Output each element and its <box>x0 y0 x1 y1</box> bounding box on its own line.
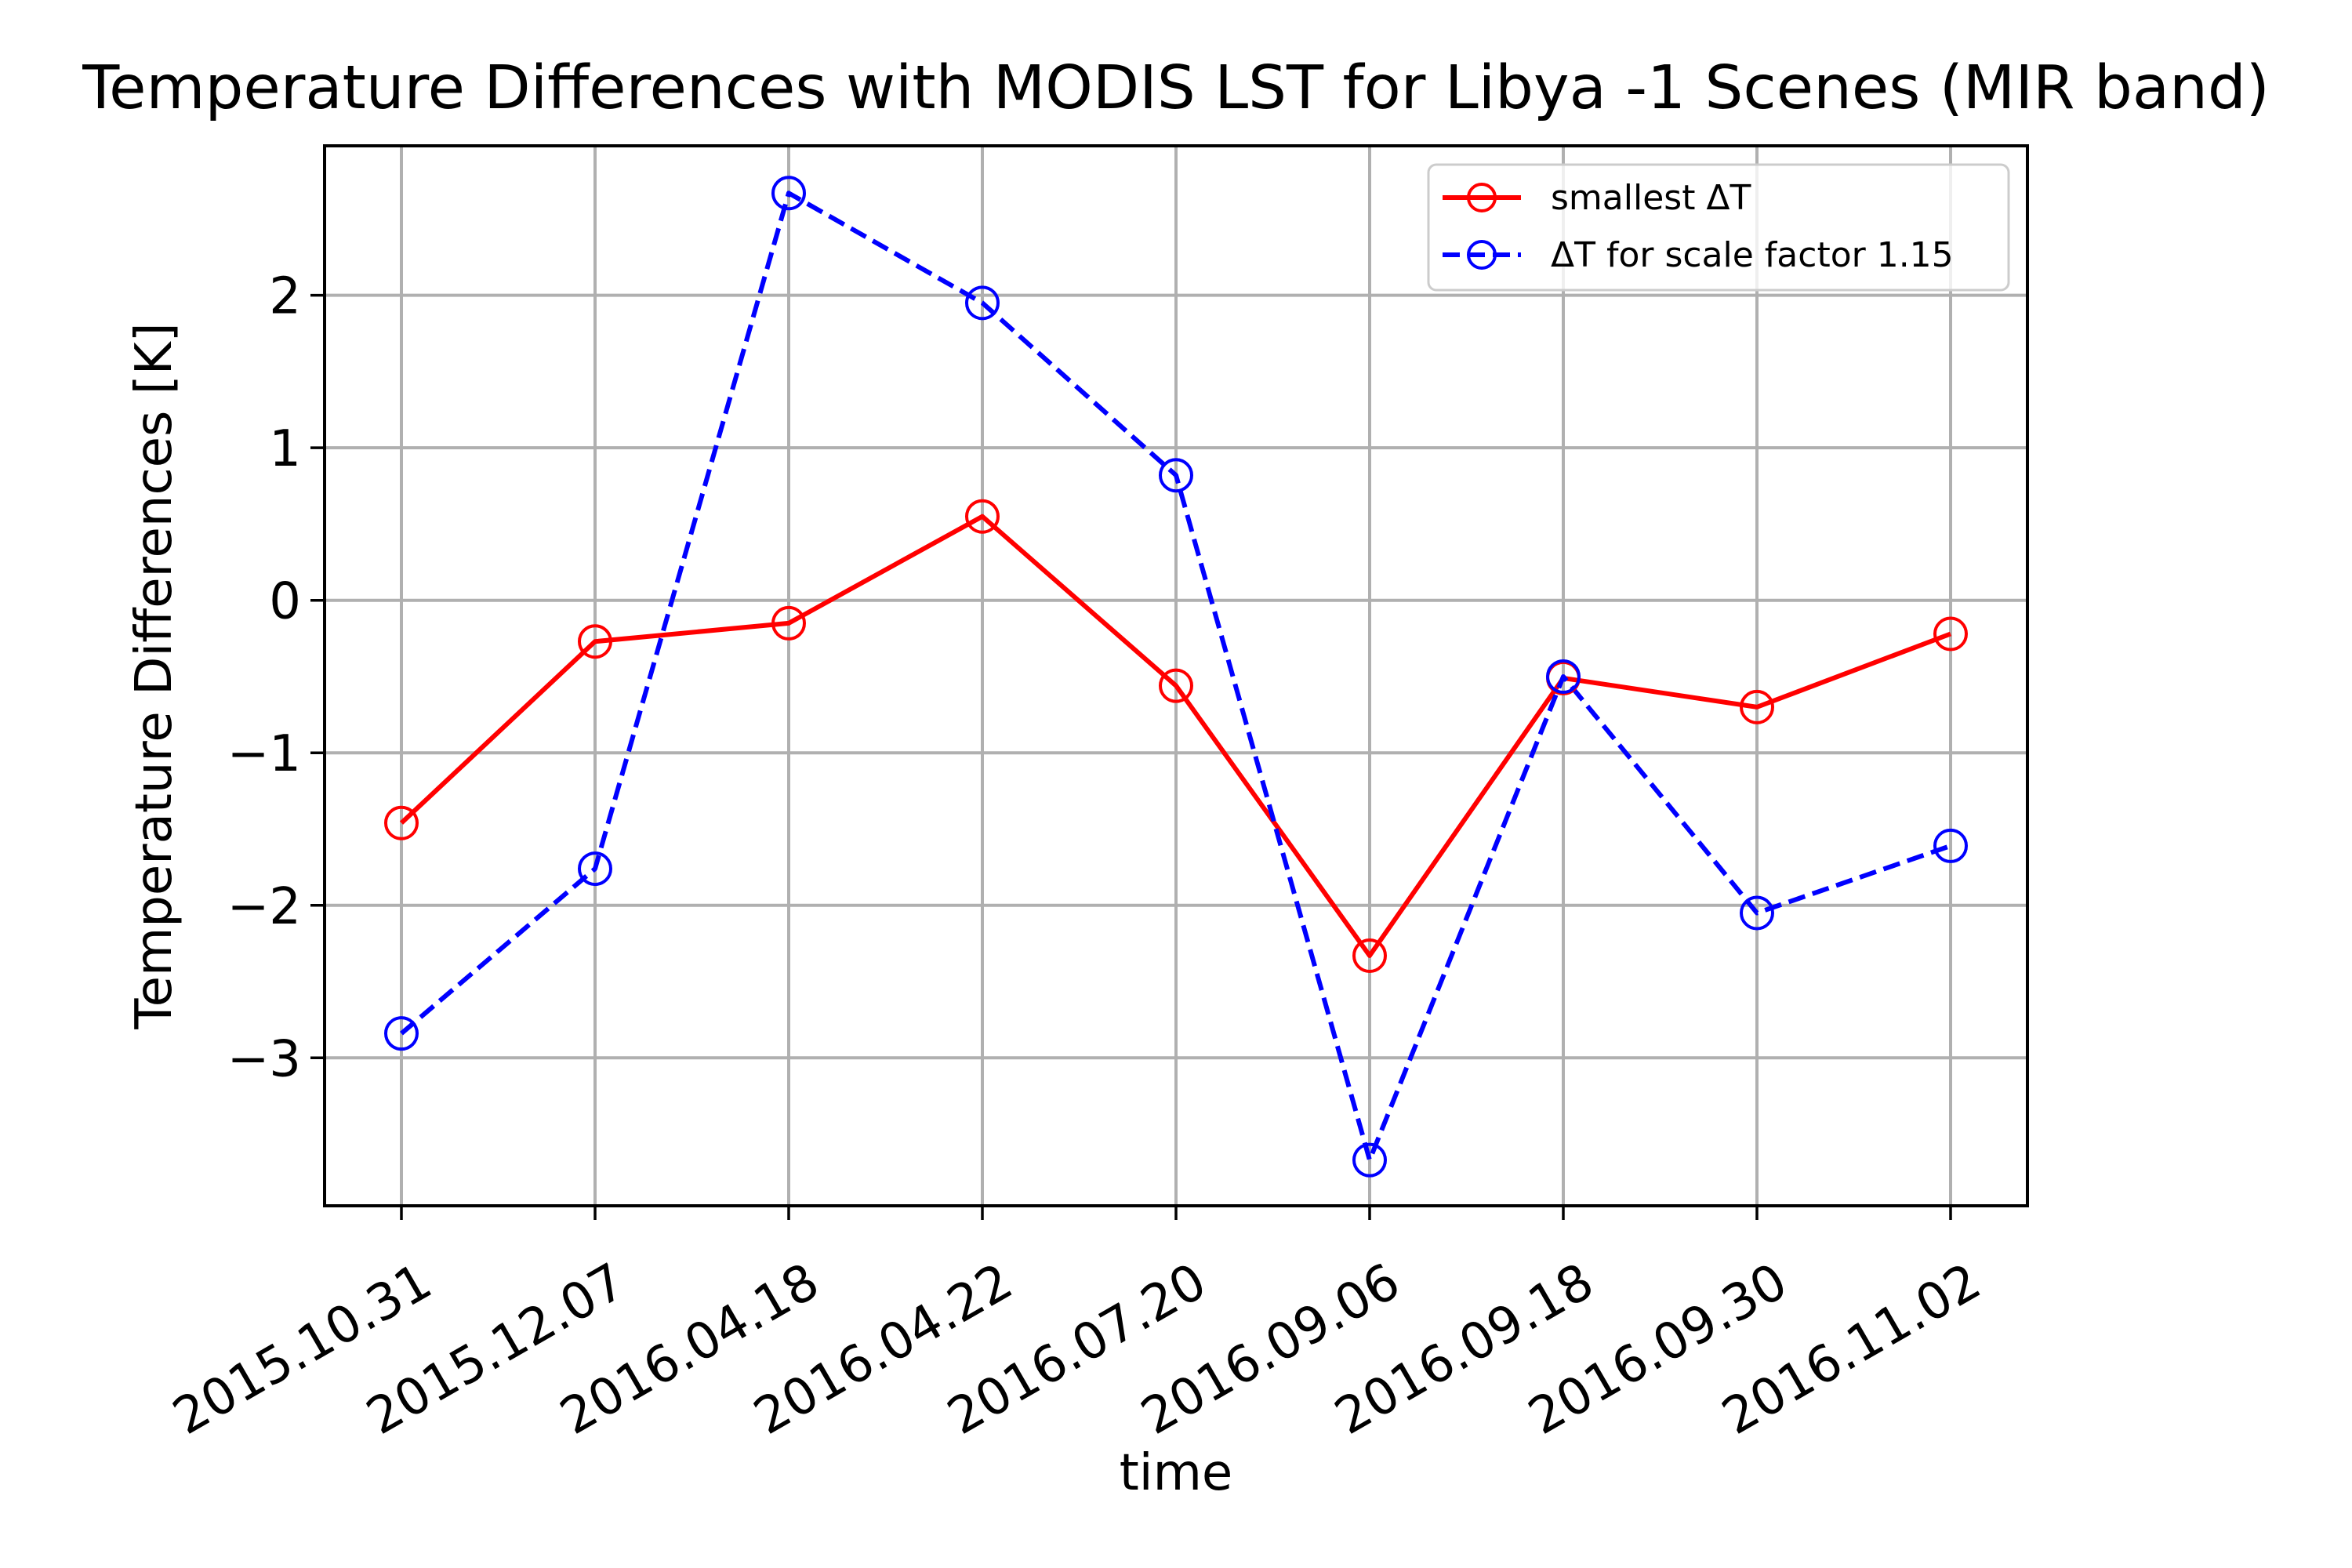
series-marker-1 <box>1352 1142 1387 1178</box>
series-marker-0 <box>1352 938 1387 973</box>
series-marker-0 <box>384 805 419 840</box>
legend-box <box>1427 163 2010 292</box>
y-tick-label: −2 <box>227 878 301 936</box>
series-marker-0 <box>578 624 612 659</box>
series-layer <box>384 176 1968 1178</box>
series-marker-1 <box>1933 828 1968 863</box>
series-line-0 <box>399 514 1952 958</box>
y-tick-label: 2 <box>269 268 301 326</box>
legend-item-scale-factor: ΔT for scale factor 1.15 <box>1443 235 1954 275</box>
series-marker-0 <box>965 499 1000 534</box>
y-tick-label: −3 <box>227 1030 301 1088</box>
series-marker-0 <box>771 605 806 641</box>
legend-label-smallest: smallest ΔT <box>1551 178 1751 218</box>
series-marker-1 <box>965 285 1000 321</box>
series-marker-0 <box>1740 689 1774 724</box>
y-tick-label: −1 <box>227 725 301 783</box>
x-axis-label: time <box>1120 1444 1233 1502</box>
y-axis-label: Temperature Differences [K] <box>125 322 183 1029</box>
y-tick-label: 1 <box>269 420 301 478</box>
series-marker-1 <box>1546 659 1581 694</box>
legend-label-scale-factor: ΔT for scale factor 1.15 <box>1551 235 1954 275</box>
legend-marker-scale-factor <box>1467 240 1497 270</box>
series-marker-0 <box>1933 616 1968 652</box>
series-marker-1 <box>578 851 612 887</box>
legend-item-smallest: smallest ΔT <box>1443 178 1751 218</box>
legend: smallest ΔT ΔT for scale factor 1.15 <box>1427 163 2010 292</box>
series-marker-1 <box>1740 895 1774 931</box>
series-marker-1 <box>771 176 806 211</box>
legend-marker-smallest <box>1467 183 1497 212</box>
series-marker-1 <box>1159 458 1193 493</box>
series-line-1 <box>400 191 1951 1163</box>
series-marker-0 <box>1159 668 1193 703</box>
y-tick-label: 0 <box>269 573 301 631</box>
chart-title: Temperature Differences with MODIS LST f… <box>82 53 2270 123</box>
series-marker-1 <box>384 1016 419 1051</box>
